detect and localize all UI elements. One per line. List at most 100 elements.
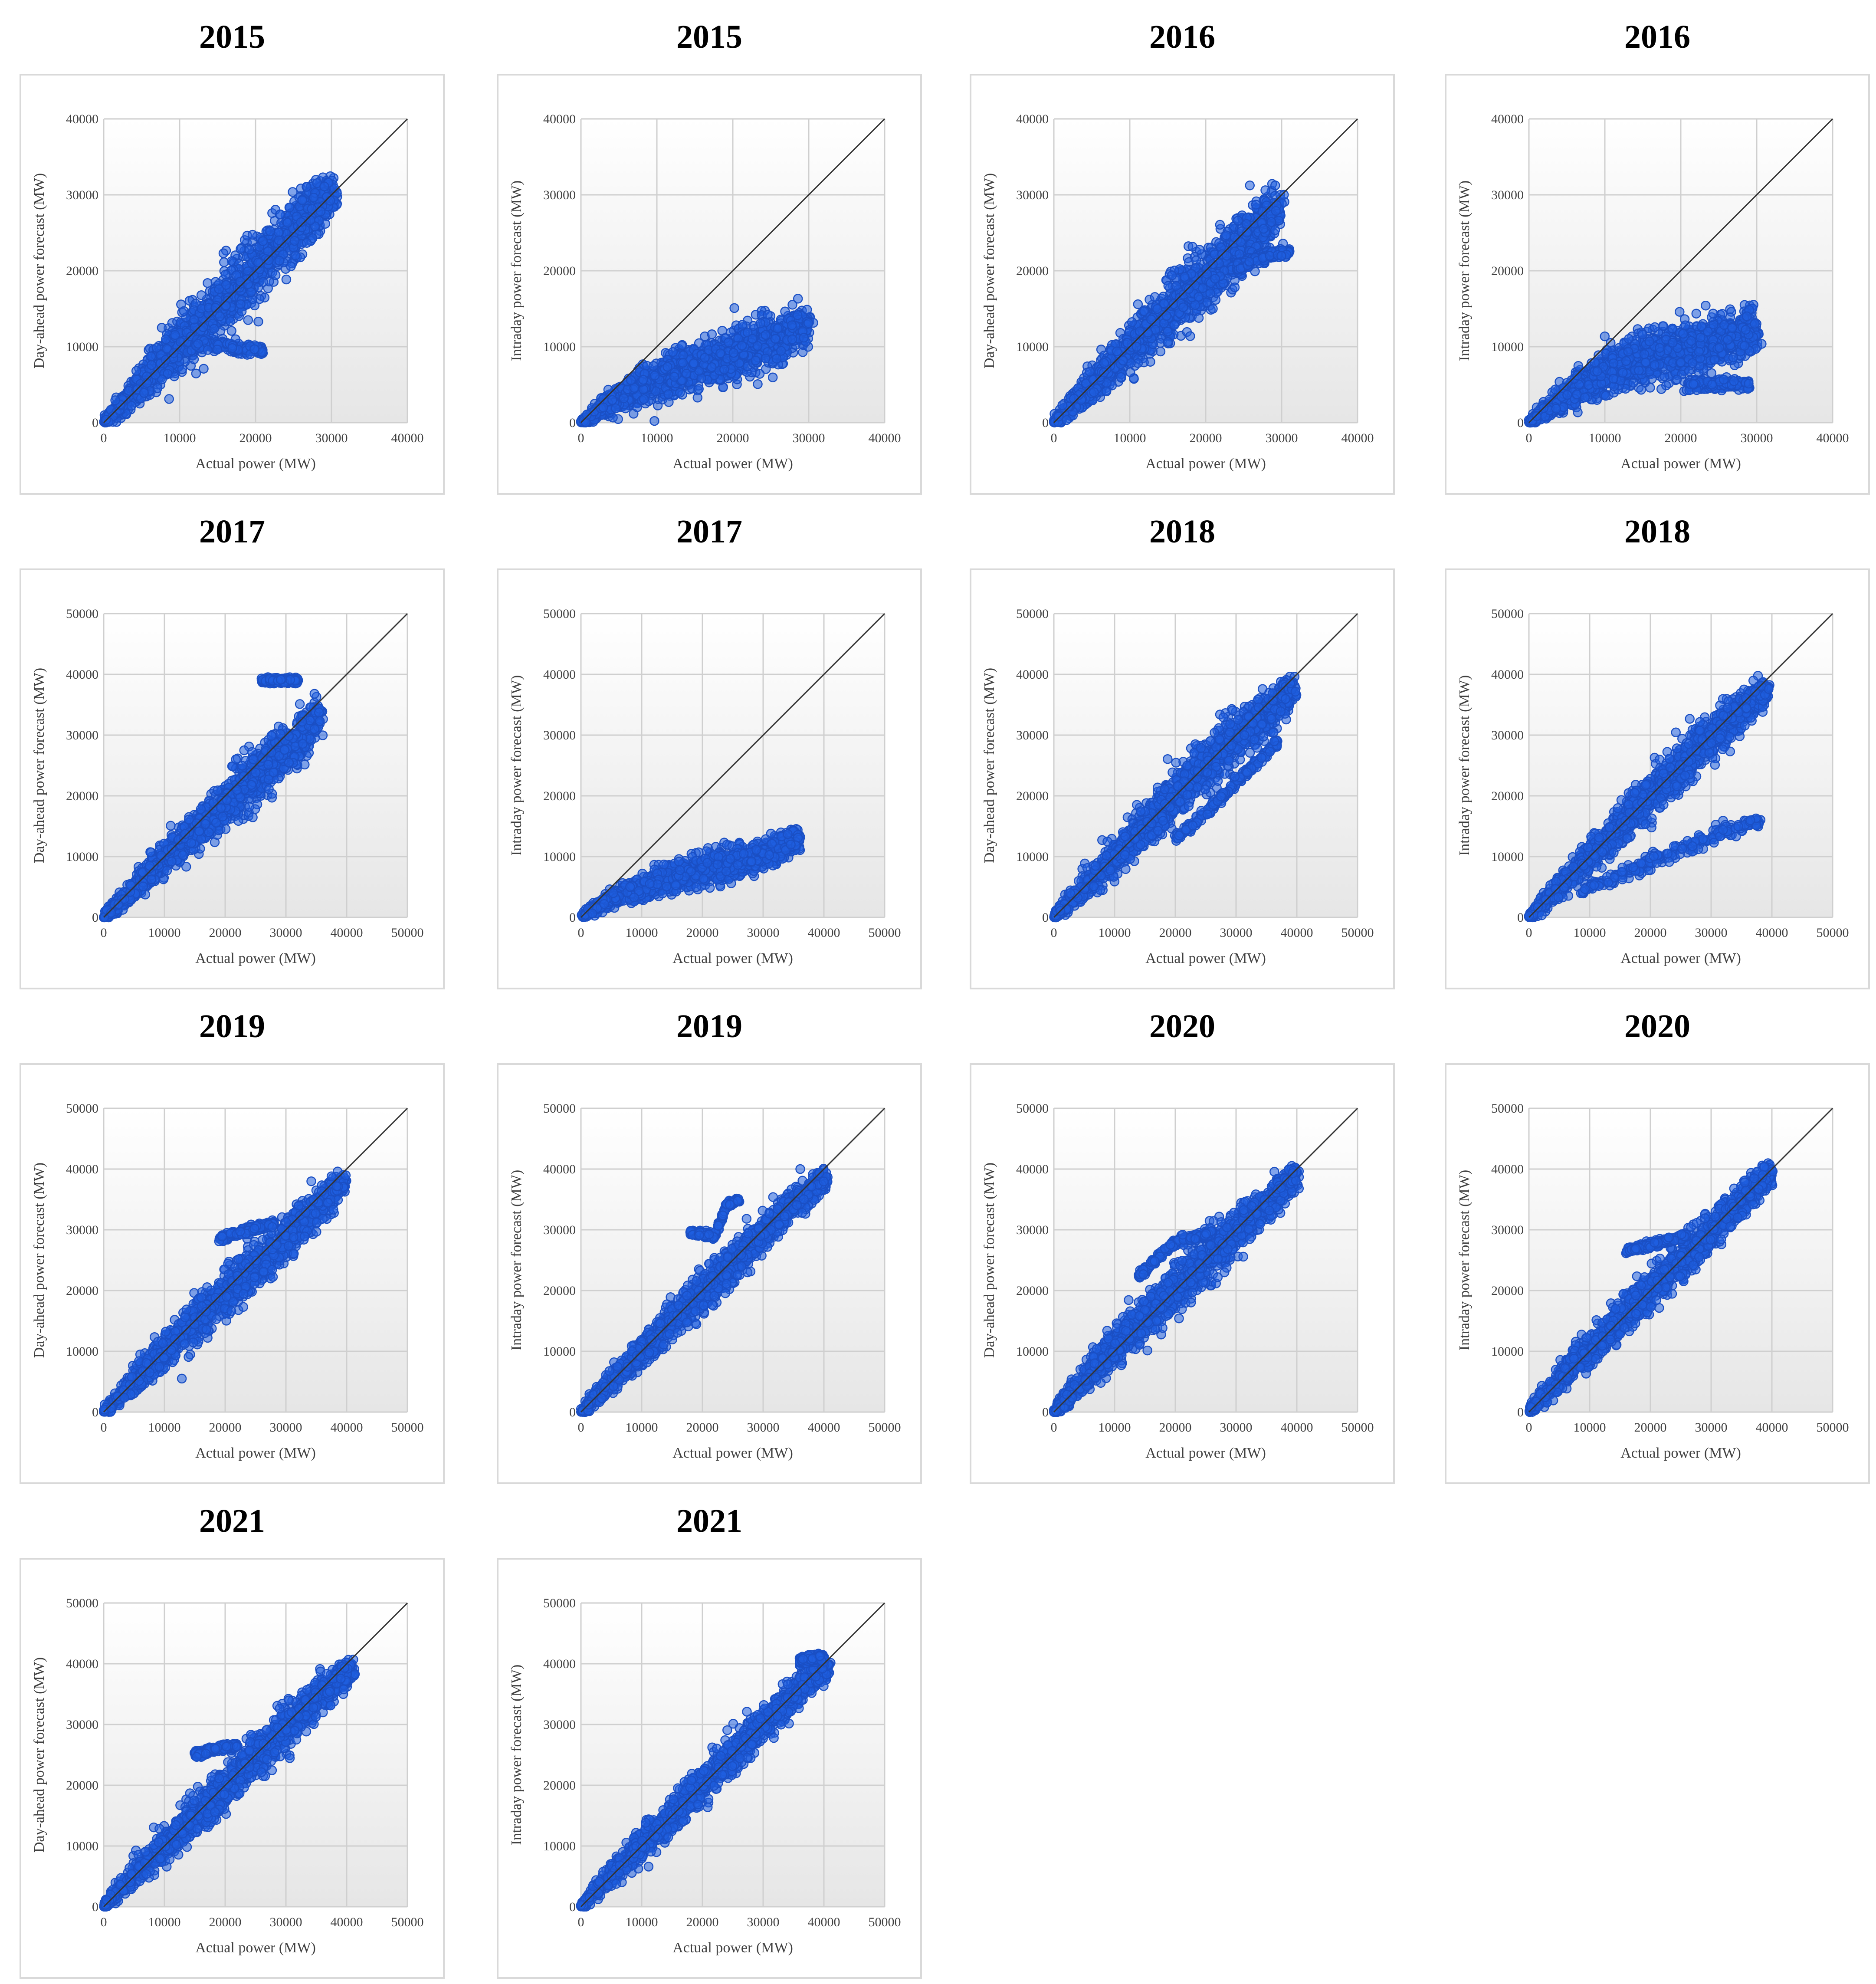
scatter-point bbox=[308, 192, 319, 203]
chart-panel: 2016 0 0 10000 10000 20000 20000 30000 30000 4000… bbox=[970, 9, 1395, 495]
chart-title: 2016 bbox=[970, 9, 1395, 56]
scatter-point bbox=[1194, 292, 1204, 302]
scatter-point bbox=[164, 394, 174, 404]
scatter-point bbox=[761, 330, 771, 340]
scatter-point bbox=[199, 364, 209, 374]
scatter-point bbox=[274, 256, 285, 266]
scatter-point bbox=[235, 276, 246, 287]
scatter-point bbox=[1152, 304, 1162, 314]
scatter-point bbox=[1169, 320, 1179, 330]
scatter-point bbox=[607, 395, 617, 405]
scatter-point bbox=[170, 330, 180, 340]
scatter-point bbox=[1171, 281, 1181, 291]
scatter-point bbox=[792, 310, 803, 320]
scatter-point bbox=[692, 393, 703, 403]
scatter-point bbox=[1053, 411, 1064, 422]
scatter-point bbox=[598, 402, 608, 413]
scatter-point bbox=[249, 344, 259, 354]
scatter-point bbox=[193, 338, 203, 349]
scatter-point bbox=[1057, 400, 1067, 410]
x-tick-label: 40000 bbox=[869, 431, 901, 445]
scatter-point bbox=[1215, 220, 1225, 230]
scatter-point bbox=[226, 326, 236, 336]
scatter-point bbox=[221, 280, 231, 290]
scatter-point bbox=[1202, 269, 1212, 279]
scatter-point bbox=[162, 344, 172, 354]
x-tick-label: 40000 bbox=[391, 431, 424, 445]
chart-title: 2015 bbox=[20, 9, 445, 56]
scatter-point bbox=[1266, 217, 1276, 227]
scatter-point bbox=[302, 182, 312, 192]
scatter-point bbox=[611, 403, 621, 414]
y-tick-label: 40000 bbox=[66, 112, 98, 126]
scatter-point bbox=[1139, 306, 1149, 316]
scatter-point bbox=[157, 374, 167, 384]
scatter-point bbox=[236, 244, 246, 254]
scatter-point bbox=[1062, 415, 1072, 425]
scatter-point bbox=[707, 329, 717, 339]
scatter-point bbox=[1221, 230, 1231, 240]
scatter-point bbox=[1260, 185, 1270, 195]
scatter-point bbox=[203, 278, 213, 288]
y-tick-label: 10000 bbox=[66, 340, 98, 354]
scatter-point bbox=[1101, 386, 1112, 397]
scatter-point bbox=[1230, 282, 1240, 292]
scatter-point bbox=[1245, 181, 1255, 191]
scatter-point bbox=[1167, 270, 1177, 280]
scatter-point bbox=[209, 324, 219, 334]
scatter-point bbox=[761, 353, 771, 364]
y-axis-label: Day-ahead power forecast (MW) bbox=[31, 173, 47, 368]
scatter-point bbox=[319, 181, 329, 191]
scatter-point bbox=[315, 207, 326, 217]
y-tick-label: 20000 bbox=[66, 264, 98, 278]
scatter-point bbox=[582, 410, 592, 420]
scatter-points bbox=[576, 294, 818, 428]
scatter-point bbox=[146, 351, 156, 361]
scatter-point bbox=[1125, 367, 1135, 378]
chart-frame: 0 0 10000 10000 20000 20000 30000 30000 40000 400… bbox=[20, 74, 445, 495]
scatter-point bbox=[1270, 181, 1280, 191]
scatter-points bbox=[1049, 179, 1295, 428]
scatter-point bbox=[126, 401, 137, 411]
y-tick-label: 10000 bbox=[543, 340, 576, 354]
scatter-point bbox=[203, 345, 213, 355]
scatter-point bbox=[1099, 358, 1109, 368]
scatter-point bbox=[198, 322, 208, 332]
scatter-point bbox=[1233, 216, 1243, 226]
scatter-point bbox=[793, 294, 803, 304]
x-tick-label: 20000 bbox=[239, 431, 272, 445]
scatter-point bbox=[1194, 313, 1204, 323]
scatter-point bbox=[289, 236, 300, 246]
scatter-point bbox=[678, 358, 688, 368]
scatter-point bbox=[1271, 206, 1281, 216]
scatter-point bbox=[110, 395, 120, 405]
scatter-point bbox=[1155, 346, 1166, 357]
scatter-point bbox=[288, 187, 298, 197]
chart-panel: 2015 0 0 10000 10000 20000 20000 30000 30000 4000… bbox=[497, 9, 922, 495]
scatter-point bbox=[146, 360, 157, 370]
scatter-point bbox=[131, 366, 141, 376]
scatter-point bbox=[1118, 355, 1128, 366]
scatter-point bbox=[787, 334, 797, 345]
scatter-points bbox=[99, 171, 342, 428]
scatter-point bbox=[215, 311, 225, 322]
scatter-point bbox=[191, 368, 201, 378]
scatter-point bbox=[767, 372, 778, 382]
x-tick-label: 0 bbox=[101, 431, 107, 445]
scatter-point bbox=[243, 315, 253, 325]
scatter-point bbox=[787, 320, 797, 330]
scatter-point bbox=[1185, 331, 1195, 341]
scatter-point bbox=[669, 372, 679, 382]
scatter-point bbox=[247, 230, 258, 240]
scatter-point bbox=[1184, 284, 1194, 294]
x-axis-label: Actual power (MW) bbox=[672, 456, 793, 472]
scatter-point bbox=[639, 394, 649, 404]
scatter-point bbox=[218, 248, 229, 258]
scatter-point bbox=[236, 299, 246, 309]
scatter-point bbox=[626, 375, 636, 385]
scatter-point bbox=[161, 334, 171, 345]
scatter-point bbox=[715, 348, 725, 358]
scatter-point bbox=[663, 389, 673, 399]
scatter-point bbox=[804, 318, 813, 328]
y-tick-label: 30000 bbox=[543, 188, 576, 202]
